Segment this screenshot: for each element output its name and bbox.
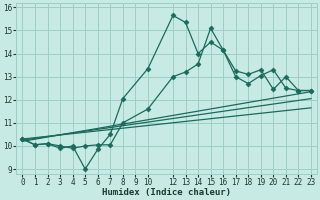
- X-axis label: Humidex (Indice chaleur): Humidex (Indice chaleur): [102, 188, 231, 197]
